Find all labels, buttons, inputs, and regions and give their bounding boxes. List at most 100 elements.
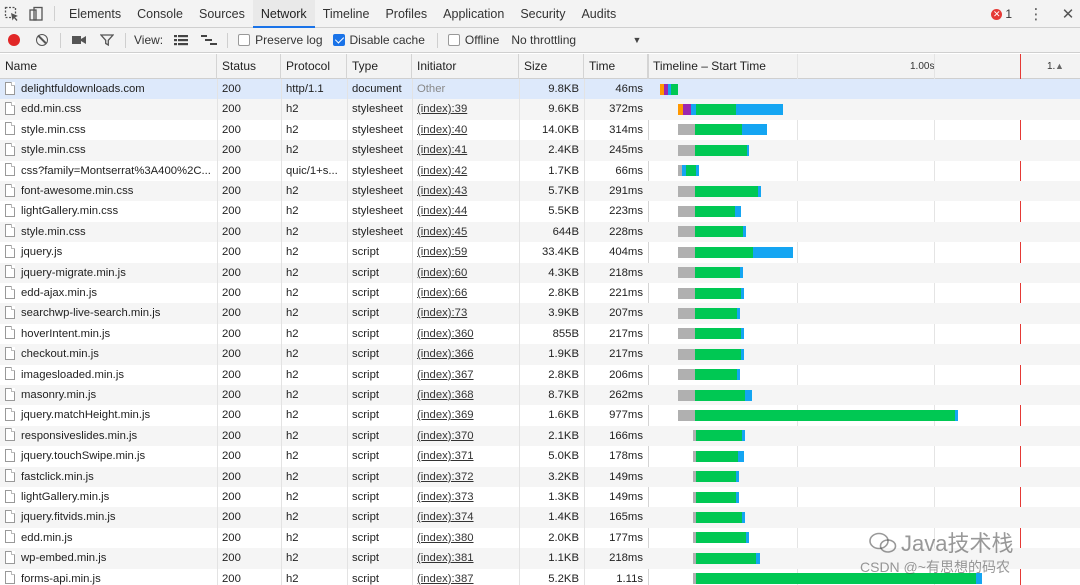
request-name-cell[interactable]: masonry.min.js — [0, 385, 217, 405]
offline-check[interactable] — [447, 34, 460, 46]
table-row[interactable]: searchwp-live-search.min.js 200 h2 script (i… — [0, 303, 1080, 324]
request-initiator-cell[interactable]: (index):44 — [417, 205, 468, 218]
request-name-cell[interactable]: font-awesome.min.css — [0, 181, 217, 201]
tab-security[interactable]: Security — [520, 6, 566, 21]
col-header-name[interactable]: Name — [0, 54, 217, 79]
table-row[interactable]: font-awesome.min.css 200 h2 stylesheet (inde… — [0, 181, 1080, 202]
request-initiator-cell[interactable]: (index):372 — [417, 470, 474, 483]
request-initiator-cell[interactable]: (index):42 — [417, 164, 468, 177]
request-initiator-cell[interactable]: (index):387 — [417, 572, 474, 585]
table-row[interactable]: fastclick.min.js 200 h2 script (index):372 3.… — [0, 466, 1080, 487]
request-name-cell[interactable]: delightfuldownloads.com — [0, 79, 217, 99]
tab-timeline[interactable]: Timeline — [322, 6, 370, 21]
filter-button[interactable] — [93, 28, 121, 53]
table-row[interactable]: jquery.matchHeight.min.js 200 h2 script (ind… — [0, 405, 1080, 425]
request-name-cell[interactable]: checkout.min.js — [0, 344, 217, 364]
device-toolbar-icon[interactable] — [24, 0, 48, 27]
request-initiator-cell[interactable]: (index):381 — [417, 552, 474, 565]
offline-checkbox[interactable]: Offline — [447, 33, 499, 47]
close-devtools-icon[interactable]: ✕ — [1061, 6, 1075, 23]
request-name-cell[interactable]: forms-api.min.js — [0, 569, 217, 585]
request-name-cell[interactable]: jquery.fitvids.min.js — [0, 507, 217, 527]
sort-ascending-icon[interactable]: ▲ — [1055, 61, 1064, 71]
col-header-timeline[interactable]: Timeline – Start Time — [653, 59, 766, 73]
col-header-time[interactable]: Time — [584, 54, 648, 79]
table-row[interactable]: css?family=Montserrat%3A400%2C... 200 quic… — [0, 161, 1080, 181]
request-name-cell[interactable]: imagesloaded.min.js — [0, 365, 217, 385]
table-row[interactable]: jquery-migrate.min.js 200 h2 script (index):… — [0, 262, 1080, 283]
preserve-log-check[interactable] — [238, 34, 251, 46]
request-initiator-cell[interactable]: (index):66 — [417, 287, 468, 299]
request-initiator-cell[interactable]: (index):41 — [417, 144, 468, 157]
col-header-size[interactable]: Size — [519, 54, 584, 79]
request-name-cell[interactable]: responsiveslides.min.js — [0, 426, 217, 446]
tab-elements[interactable]: Elements — [69, 6, 122, 21]
request-initiator-cell[interactable]: (index):371 — [417, 450, 474, 463]
request-initiator-cell[interactable]: (index):374 — [417, 511, 474, 524]
request-name-cell[interactable]: fastclick.min.js — [0, 467, 217, 487]
capture-screenshots-button[interactable] — [65, 28, 93, 53]
request-name-cell[interactable]: style.min.css — [0, 140, 217, 160]
column-divider[interactable] — [412, 79, 413, 585]
tab-network[interactable]: Network — [252, 0, 315, 28]
disable-cache-check[interactable] — [332, 34, 345, 46]
tab-profiles[interactable]: Profiles — [385, 6, 428, 21]
table-row[interactable]: hoverIntent.min.js 200 h2 script (index):360… — [0, 324, 1080, 344]
request-initiator-cell[interactable]: (index):39 — [417, 103, 468, 116]
table-row[interactable]: imagesloaded.min.js 200 h2 script (index):36… — [0, 365, 1080, 385]
table-row[interactable]: jquery.touchSwipe.min.js 200 h2 script (inde… — [0, 446, 1080, 466]
column-divider[interactable] — [217, 79, 218, 585]
table-row[interactable]: edd-ajax.min.js 200 h2 script (index):66 2.8K… — [0, 283, 1080, 303]
column-divider[interactable] — [584, 79, 585, 585]
col-header-initiator[interactable]: Initiator — [412, 54, 519, 79]
inspect-element-icon[interactable] — [0, 0, 24, 27]
table-row[interactable]: lightGallery.min.js 200 h2 script (index):37… — [0, 487, 1080, 507]
request-name-cell[interactable]: lightGallery.min.js — [0, 487, 217, 507]
tab-audits[interactable]: Audits — [581, 6, 617, 21]
request-name-cell[interactable]: wp-embed.min.js — [0, 548, 217, 568]
request-name-cell[interactable]: jquery.touchSwipe.min.js — [0, 446, 217, 466]
request-name-cell[interactable]: style.min.css — [0, 120, 217, 140]
record-button[interactable] — [0, 28, 28, 53]
request-name-cell[interactable]: jquery-migrate.min.js — [0, 263, 217, 283]
request-initiator-cell[interactable]: (index):380 — [417, 531, 474, 544]
table-row[interactable]: checkout.min.js 200 h2 script (index):366 1.9… — [0, 344, 1080, 365]
large-rows-button[interactable] — [167, 28, 195, 53]
table-row[interactable]: style.min.css 200 h2 stylesheet (index):40 14… — [0, 120, 1080, 140]
more-options-icon[interactable]: ⋮ — [1028, 6, 1044, 23]
tab-sources[interactable]: Sources — [198, 6, 245, 21]
tab-application[interactable]: Application — [443, 6, 505, 21]
request-initiator-cell[interactable]: (index):59 — [417, 246, 468, 259]
request-initiator-cell[interactable]: (index):60 — [417, 266, 468, 279]
request-name-cell[interactable]: hoverIntent.min.js — [0, 324, 217, 344]
request-initiator-cell[interactable]: (index):43 — [417, 185, 468, 197]
request-initiator-cell[interactable]: (index):40 — [417, 123, 468, 136]
overview-button[interactable] — [195, 28, 223, 53]
table-row[interactable]: delightfuldownloads.com 200 http/1.1 docume… — [0, 79, 1080, 100]
request-initiator-cell[interactable]: (index):73 — [417, 307, 468, 320]
disable-cache-checkbox[interactable]: Disable cache — [332, 33, 425, 47]
table-row[interactable]: style.min.css 200 h2 stylesheet (index):41 2.… — [0, 140, 1080, 161]
request-name-cell[interactable]: jquery.matchHeight.min.js — [0, 405, 217, 425]
table-row[interactable]: jquery.js 200 h2 script (index):59 33.4KB 404m… — [0, 242, 1080, 262]
col-header-protocol[interactable]: Protocol — [281, 54, 347, 79]
request-name-cell[interactable]: searchwp-live-search.min.js — [0, 303, 217, 323]
table-row[interactable]: forms-api.min.js 200 h2 script (index):387 5.… — [0, 569, 1080, 585]
tab-console[interactable]: Console — [137, 6, 183, 21]
request-initiator-cell[interactable]: (index):368 — [417, 389, 474, 401]
throttling-select[interactable]: No throttling ▼ — [511, 33, 641, 47]
request-initiator-cell[interactable]: (index):370 — [417, 429, 474, 442]
table-row[interactable]: edd.min.js 200 h2 script (index):380 2.0KB 177… — [0, 528, 1080, 548]
request-name-cell[interactable]: edd.min.css — [0, 99, 217, 119]
col-header-status[interactable]: Status — [217, 54, 281, 79]
col-header-type[interactable]: Type — [347, 54, 412, 79]
request-initiator-cell[interactable]: (index):366 — [417, 348, 474, 361]
request-name-cell[interactable]: edd.min.js — [0, 528, 217, 548]
table-row[interactable]: jquery.fitvids.min.js 200 h2 script (index):… — [0, 507, 1080, 528]
table-row[interactable]: edd.min.css 200 h2 stylesheet (index):39 9.6K… — [0, 99, 1080, 120]
request-name-cell[interactable]: jquery.js — [0, 242, 217, 262]
error-counter[interactable]: ✕ 1 — [991, 7, 1012, 21]
request-name-cell[interactable]: style.min.css — [0, 222, 217, 242]
request-name-cell[interactable]: lightGallery.min.css — [0, 201, 217, 221]
preserve-log-checkbox[interactable]: Preserve log — [238, 33, 323, 47]
